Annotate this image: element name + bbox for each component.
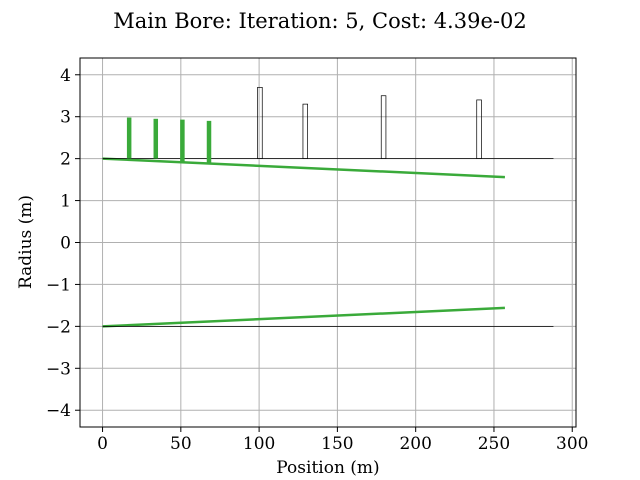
y-tick-label: 1 xyxy=(60,192,71,212)
grid xyxy=(80,58,576,427)
x-tick-label: 150 xyxy=(321,434,353,454)
y-tick-label: 3 xyxy=(60,108,71,128)
y-tick-label: −2 xyxy=(46,317,71,337)
y-tick-label: 2 xyxy=(60,150,71,170)
axis-ticks: 0 50 100 150 200 250 300 −4 −3 −2 −1 0 1 2 3 4 xyxy=(46,66,589,454)
y-tick-label: −4 xyxy=(46,401,71,421)
black-tone-hole xyxy=(257,87,263,159)
x-tick-label: 200 xyxy=(399,434,431,454)
black-tone-hole xyxy=(302,103,308,159)
x-tick-label: 300 xyxy=(556,434,588,454)
y-axis-label: Radius (m) xyxy=(16,195,36,289)
series-line xyxy=(102,157,505,179)
chart-title: Main Bore: Iteration: 5, Cost: 4.39e-02 xyxy=(113,9,526,33)
black-tone-hole xyxy=(380,95,387,159)
x-tick-label: 250 xyxy=(478,434,510,454)
x-axis-label: Position (m) xyxy=(276,458,379,478)
x-tick-label: 0 xyxy=(97,434,108,454)
black-tone-hole xyxy=(476,99,482,159)
y-tick-label: 4 xyxy=(60,66,71,86)
y-tick-label: −3 xyxy=(46,359,71,379)
y-tick-label: −1 xyxy=(46,275,71,295)
x-tick-label: 50 xyxy=(170,434,192,454)
x-tick-label: 100 xyxy=(243,434,275,454)
plot-marks xyxy=(102,87,554,328)
y-tick-label: 0 xyxy=(60,234,71,254)
series-line xyxy=(102,306,505,328)
